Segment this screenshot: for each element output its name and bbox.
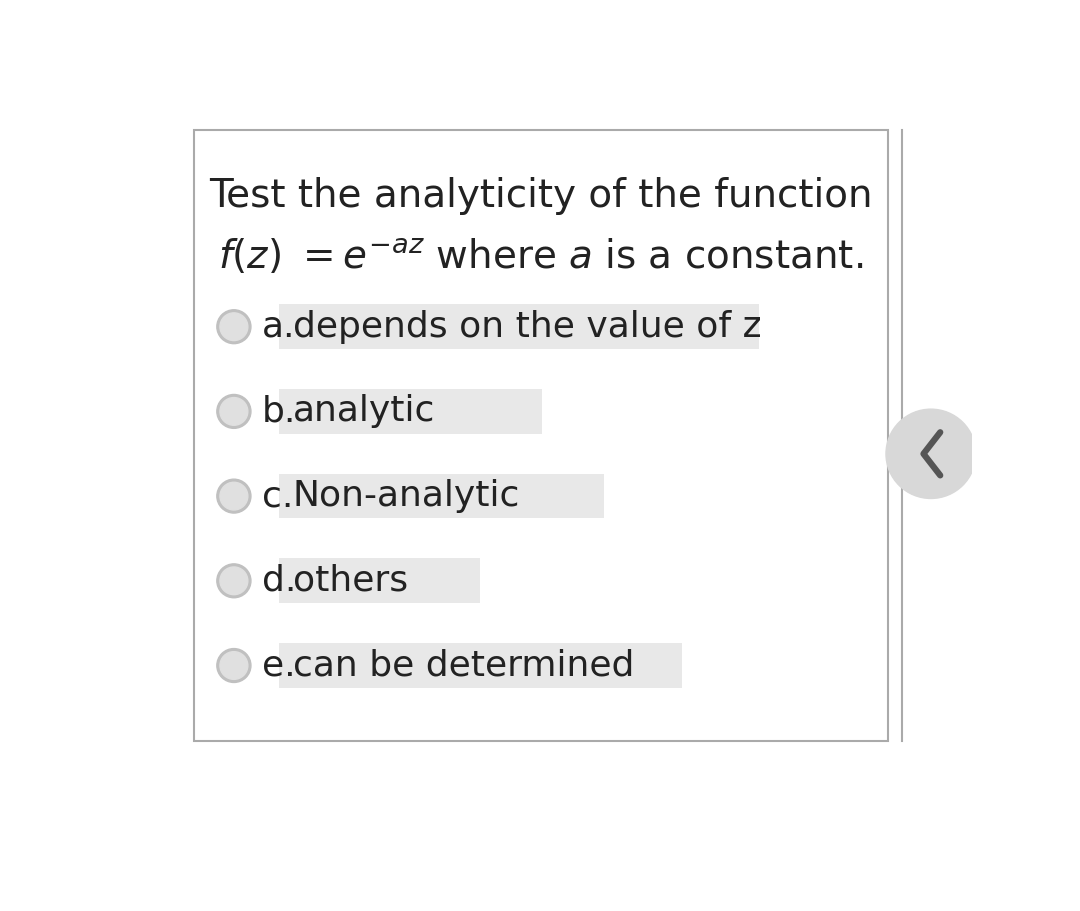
FancyBboxPatch shape xyxy=(279,304,759,349)
Circle shape xyxy=(217,649,251,682)
FancyBboxPatch shape xyxy=(279,558,481,603)
Text: c.: c. xyxy=(261,479,293,513)
Circle shape xyxy=(886,409,976,498)
Circle shape xyxy=(217,310,251,343)
Circle shape xyxy=(220,312,247,341)
Text: $f(z)\ {=}e^{-az}$ where $a$ is a constant.: $f(z)\ {=}e^{-az}$ where $a$ is a consta… xyxy=(218,238,864,277)
Text: e.: e. xyxy=(261,649,296,682)
Circle shape xyxy=(220,651,247,680)
Text: Non-analytic: Non-analytic xyxy=(293,479,521,513)
FancyBboxPatch shape xyxy=(279,643,681,688)
Text: others: others xyxy=(293,564,408,598)
Circle shape xyxy=(217,394,251,428)
Text: analytic: analytic xyxy=(293,394,435,428)
Text: Test the analyticity of the function: Test the analyticity of the function xyxy=(210,177,873,215)
Circle shape xyxy=(220,397,247,425)
Text: b.: b. xyxy=(261,394,296,428)
Circle shape xyxy=(217,564,251,598)
Circle shape xyxy=(220,567,247,595)
Circle shape xyxy=(217,479,251,513)
Text: d.: d. xyxy=(261,564,296,598)
Text: can be determined: can be determined xyxy=(293,649,634,682)
Circle shape xyxy=(220,482,247,510)
Text: a.: a. xyxy=(261,310,295,343)
FancyBboxPatch shape xyxy=(279,389,542,434)
Text: depends on the value of z: depends on the value of z xyxy=(293,310,761,343)
FancyBboxPatch shape xyxy=(279,474,605,518)
FancyBboxPatch shape xyxy=(193,130,889,741)
